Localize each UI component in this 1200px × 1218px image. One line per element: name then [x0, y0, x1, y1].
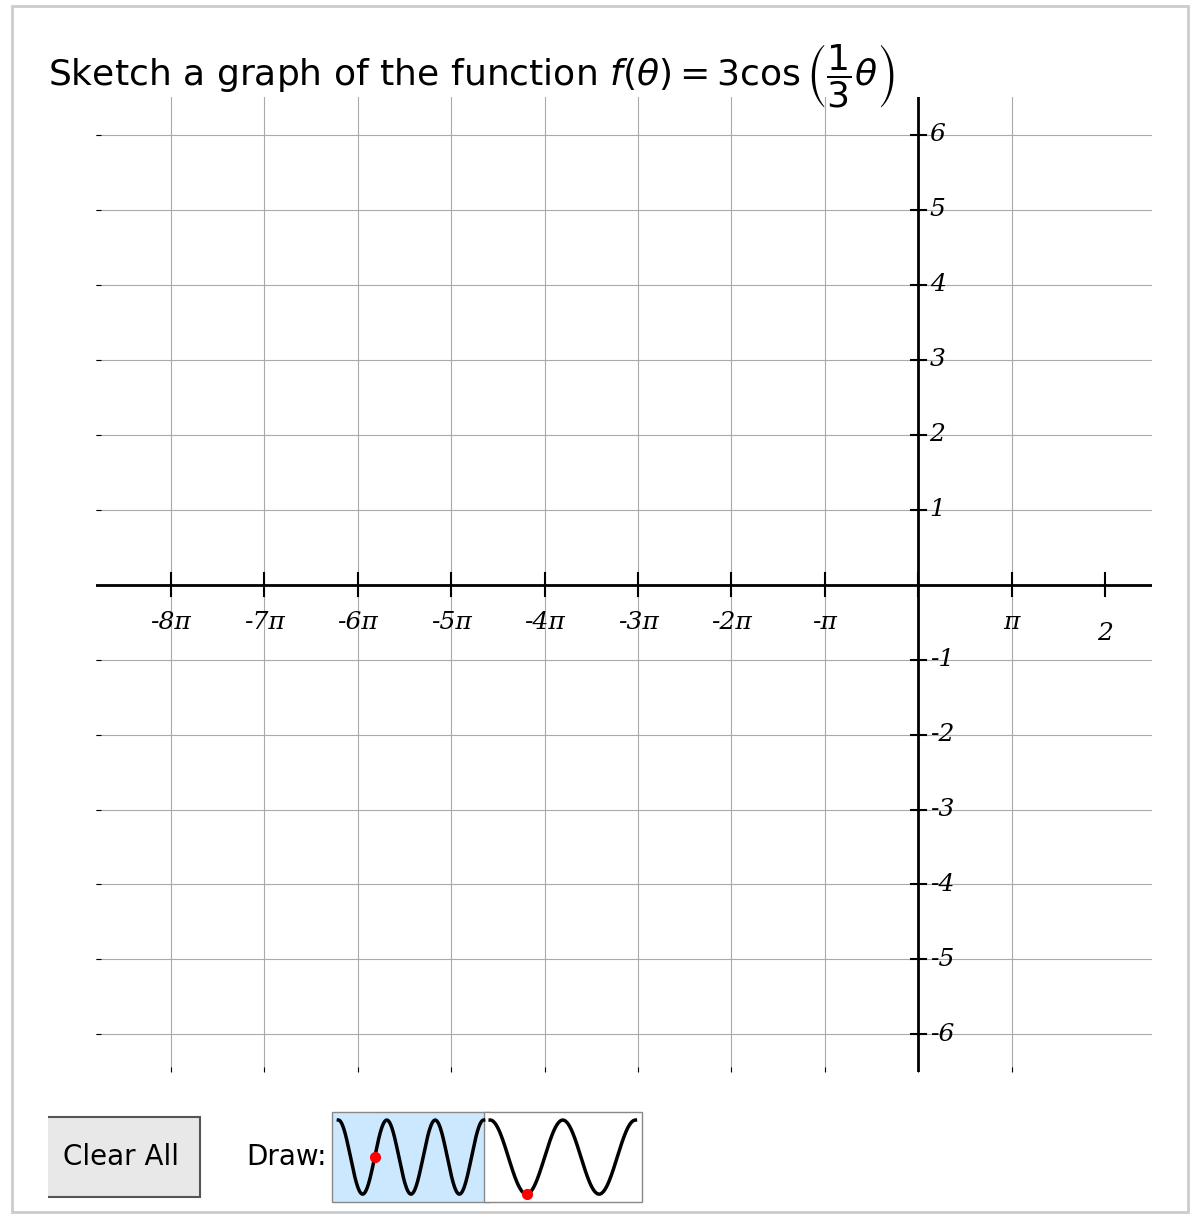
Text: -6: -6 — [930, 1023, 954, 1046]
Text: -5: -5 — [930, 948, 954, 971]
Text: -4π: -4π — [524, 611, 565, 633]
Text: Draw:: Draw: — [246, 1144, 326, 1170]
FancyBboxPatch shape — [484, 1112, 642, 1202]
FancyBboxPatch shape — [332, 1112, 491, 1202]
Text: -8π: -8π — [150, 611, 191, 633]
Text: Sketch a graph of the function $f(\theta) = 3\cos\left(\dfrac{1}{3}\theta\right): Sketch a graph of the function $f(\theta… — [48, 43, 894, 110]
Text: -5π: -5π — [431, 611, 472, 633]
Text: -π: -π — [812, 611, 838, 633]
Text: 1: 1 — [930, 498, 946, 521]
Text: 5: 5 — [930, 199, 946, 222]
Text: 4: 4 — [930, 273, 946, 296]
Text: -6π: -6π — [337, 611, 378, 633]
Text: 2: 2 — [1097, 622, 1114, 646]
Text: -4: -4 — [930, 873, 954, 896]
FancyBboxPatch shape — [41, 1117, 199, 1197]
Text: π: π — [1003, 611, 1020, 633]
Text: -3π: -3π — [618, 611, 659, 633]
Text: -1: -1 — [930, 648, 954, 671]
Text: Clear All: Clear All — [62, 1144, 179, 1170]
Text: -3: -3 — [930, 798, 954, 821]
Text: 6: 6 — [930, 123, 946, 146]
Text: -2: -2 — [930, 723, 954, 747]
Text: -7π: -7π — [244, 611, 284, 633]
Text: -2π: -2π — [712, 611, 752, 633]
Text: 2: 2 — [930, 423, 946, 446]
Text: 3: 3 — [930, 348, 946, 371]
